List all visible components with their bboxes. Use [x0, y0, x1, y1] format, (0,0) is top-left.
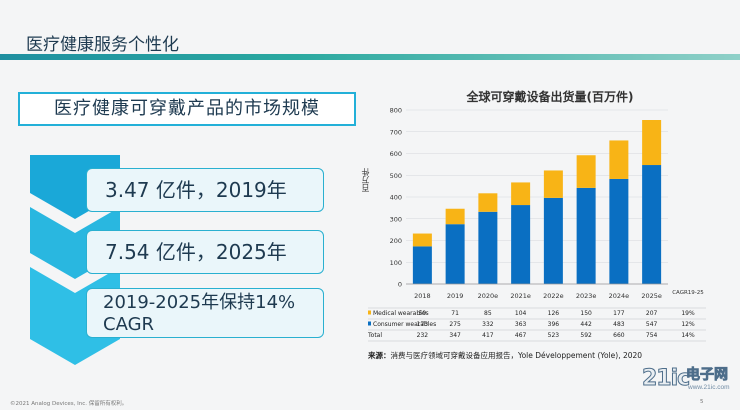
x-tick-label: 2019 [447, 292, 464, 300]
table-row-label: Consumer wearables [373, 321, 436, 328]
bar-medical [543, 170, 563, 198]
bar-medical [511, 182, 531, 206]
legend-swatch [368, 310, 371, 315]
bar-consumer [609, 178, 629, 284]
market-size-heading: 医疗健康可穿戴产品的市场规模 [18, 92, 356, 126]
chart-title: 全球可穿戴设备出货量(百万件) [466, 90, 634, 104]
x-tick-label: 2022e [543, 292, 564, 300]
y-tick-label: 400 [390, 194, 402, 202]
y-tick-label: 200 [390, 237, 402, 245]
table-cell: 442 [580, 321, 592, 328]
legend-swatch [368, 321, 371, 326]
x-tick-label: 2023e [576, 292, 597, 300]
table-row-label: Total [368, 332, 382, 339]
table-cell: 347 [449, 332, 461, 339]
bar-consumer [445, 224, 465, 284]
y-tick-label: 700 [390, 128, 402, 136]
table-cell: 660 [613, 332, 625, 339]
watermark-brand: 21ic [641, 366, 690, 392]
source-note: 来源：消费与医疗领域可穿戴设备应用报告，Yole Développement (… [368, 350, 642, 361]
watermark-name: 电子网 [686, 367, 729, 384]
table-cell: 104 [515, 310, 527, 317]
x-tick-label: 2024e [609, 292, 630, 300]
bar-consumer [576, 187, 596, 284]
table-cell: 126 [548, 310, 560, 317]
table-cell: 173 [417, 321, 429, 328]
source-text: 消费与医疗领域可穿戴设备应用报告，Yole Développement (Yol… [390, 351, 643, 360]
table-cell: 85 [484, 310, 492, 317]
table-cell: 396 [548, 321, 560, 328]
y-tick-label: 800 [390, 107, 402, 115]
table-cell: 232 [417, 332, 429, 339]
title-underline-bar [0, 54, 740, 60]
watermark-logo: 21ic 电子网 www.21ic.com [641, 362, 740, 402]
y-tick-label: 100 [390, 259, 402, 267]
table-cell: 363 [515, 321, 527, 328]
table-cell: 467 [515, 332, 527, 339]
bar-medical [412, 233, 432, 247]
bar-consumer [543, 197, 563, 284]
table-cell: 332 [482, 321, 494, 328]
bar-medical [445, 208, 465, 225]
y-tick-label: 500 [390, 172, 402, 180]
table-row-label: Medical wearables [373, 310, 429, 317]
stat-cagr-line2: CAGR [103, 314, 155, 335]
y-tick-label: 0 [398, 281, 402, 289]
copyright-footer: ©2021 Analog Devices, Inc. 保留所有权利。 [10, 401, 128, 407]
slide-title: 医疗健康服务个性化 [26, 35, 179, 55]
stat-cagr-line1: 2019-2025年保持14% [103, 292, 296, 313]
table-cell: 177 [613, 310, 625, 317]
table-cagr-cell: 12% [681, 321, 695, 328]
table-cell: 207 [646, 310, 658, 317]
bar-consumer [478, 211, 498, 284]
bar-consumer [511, 205, 531, 284]
x-tick-label: 2018 [414, 292, 431, 300]
stat-cagr: 2019-2025年保持14% CAGR [86, 288, 324, 338]
page-number: 5 [700, 399, 704, 405]
bar-medical [642, 120, 662, 166]
table-cagr-cell: 14% [681, 332, 695, 339]
table-cell: 523 [548, 332, 560, 339]
bar-medical [478, 193, 498, 212]
table-cell: 547 [646, 321, 658, 328]
x-tick-label: 2021e [510, 292, 531, 300]
y-tick-label: 300 [390, 215, 402, 223]
source-label: 来源： [368, 351, 391, 360]
table-cell: 150 [580, 310, 592, 317]
shipments-chart: 0 100 200 300 400 500 600 700 800 2018 2019 2020e 20… [368, 107, 706, 342]
stat-2019-units: 3.47 亿件，2019年 [86, 168, 324, 212]
bar-consumer [642, 165, 662, 284]
table-cell: 71 [451, 310, 459, 317]
bar-medical [576, 155, 596, 188]
table-cell: 59 [419, 310, 427, 317]
table-cell: 483 [613, 321, 625, 328]
x-tick-label: 2025e [641, 292, 662, 300]
stat-2025-units: 7.54 亿件，2025年 [86, 230, 324, 274]
table-cell: 592 [580, 332, 592, 339]
bar-consumer [412, 246, 432, 284]
cagr-header: CAGR19-25 [672, 290, 704, 296]
table-cell: 754 [646, 332, 658, 339]
watermark-url: www.21ic.com [688, 384, 730, 391]
table-cagr-cell: 19% [681, 310, 695, 317]
table-cell: 417 [482, 332, 494, 339]
table-cell: 275 [449, 321, 461, 328]
bar-medical [609, 140, 629, 179]
x-tick-label: 2020e [478, 292, 499, 300]
y-tick-label: 600 [390, 150, 402, 158]
